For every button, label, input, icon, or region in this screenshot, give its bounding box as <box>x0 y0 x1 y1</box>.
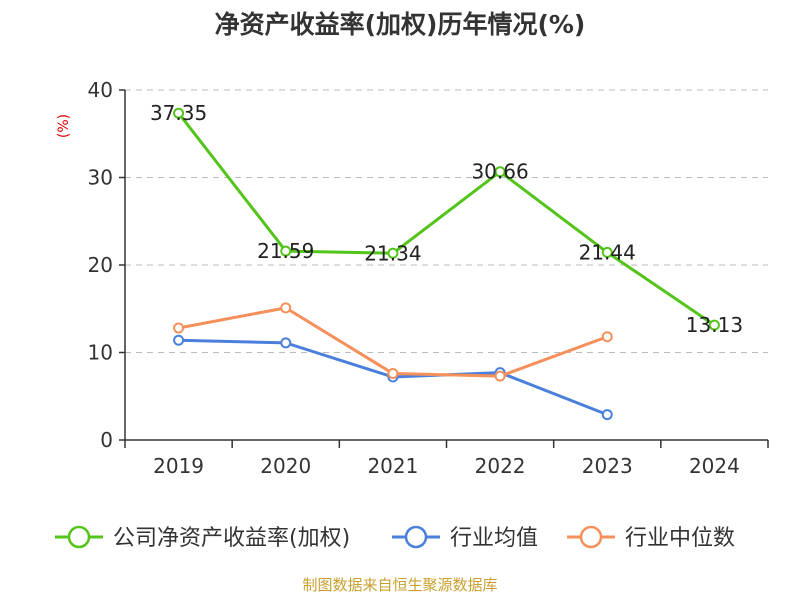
legend-swatch-marker <box>67 525 91 549</box>
axes: 0 10 20 30 40 2019 2020 2021 2022 2023 2024 <box>88 78 769 478</box>
chart-title: 净资产收益率(加权)历年情况(%) <box>215 10 586 39</box>
data-point <box>601 409 613 421</box>
legend: 公司净资产收益率(加权) 行业均值 行业中位数 <box>55 525 735 551</box>
data-label: 37.35 <box>150 101 207 125</box>
legend-label: 公司净资产收益率(加权) <box>113 526 350 551</box>
y-tick-label: 10 <box>88 341 113 365</box>
x-tick-label: 2023 <box>582 454 633 478</box>
data-point <box>494 370 506 382</box>
data-point <box>173 334 185 346</box>
data-label: 21.34 <box>364 241 421 265</box>
data-point <box>387 368 399 379</box>
data-label: 13.13 <box>686 313 743 337</box>
series-line <box>177 112 716 327</box>
data-point <box>494 166 506 178</box>
y-tick-label: 20 <box>88 253 113 277</box>
x-tick-label: 2020 <box>260 454 311 478</box>
data-point <box>173 322 185 334</box>
legend-swatch-marker <box>579 525 603 549</box>
data-point <box>173 107 185 119</box>
data-point <box>601 246 613 258</box>
legend-label: 行业均值 <box>450 526 538 551</box>
data-point <box>708 319 720 331</box>
data-label: 21.44 <box>579 240 636 264</box>
x-tick-label: 2019 <box>153 454 204 478</box>
data-label: 30.66 <box>471 160 528 184</box>
series-lines <box>173 107 720 421</box>
legend-label: 行业中位数 <box>625 526 735 551</box>
y-axis-label: (%) <box>56 114 72 138</box>
x-tick-label: 2022 <box>475 454 526 478</box>
data-point <box>280 245 292 257</box>
x-tick-label: 2021 <box>367 454 418 478</box>
y-tick-label: 30 <box>88 166 113 190</box>
data-point <box>280 302 292 314</box>
data-point <box>387 247 399 259</box>
data-labels: 37.35 21.59 21.34 30.66 21.44 13.13 <box>150 101 743 337</box>
x-tick-label: 2024 <box>689 454 740 478</box>
data-point <box>280 337 292 349</box>
y-tick-label: 40 <box>88 78 113 102</box>
data-point <box>601 331 613 343</box>
source-note: 制图数据来自恒生聚源数据库 <box>302 576 497 594</box>
y-tick-label: 0 <box>100 428 113 452</box>
grid-lines <box>125 89 768 353</box>
legend-swatch-marker <box>404 525 428 549</box>
data-label: 21.59 <box>257 239 314 263</box>
